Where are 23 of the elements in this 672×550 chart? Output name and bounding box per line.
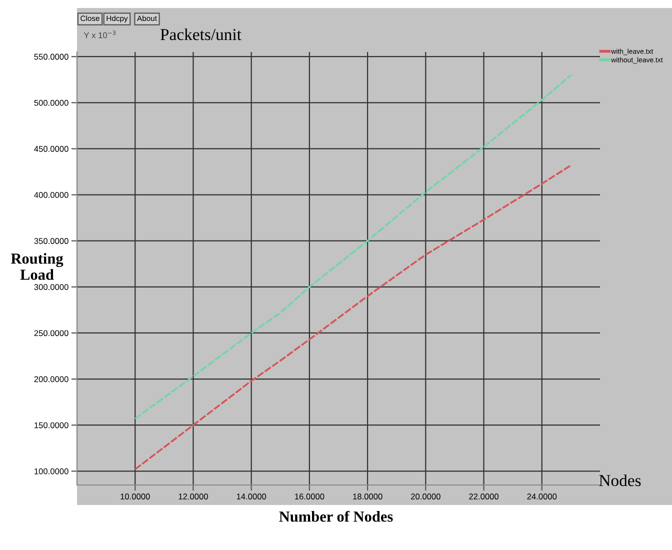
x-tick-label: 10.0000 (120, 494, 150, 500)
y-tick-label: 300.0000 (34, 284, 68, 290)
text: Packets/unit (160, 28, 242, 40)
x-tick-label: 22.0000 (469, 494, 499, 500)
y-tick-label: 500.0000 (34, 100, 68, 106)
text: Y x 10$^{−3}$ (84, 30, 116, 38)
y-tick-label: 450.0000 (34, 146, 68, 152)
y-tick-label: 250.0000 (34, 330, 68, 336)
x-tick-label: 24.0000 (527, 494, 557, 500)
y-tick-label: 200.0000 (34, 376, 68, 382)
x-tick-label: 12.0000 (178, 494, 208, 500)
y-tick-label: 150.0000 (34, 422, 68, 428)
y-axis-title: Routing Load (10, 253, 64, 280)
x-axis-title: Number of Nodes (279, 510, 393, 522)
x-tick-label: 20.0000 (411, 494, 440, 500)
x-tick-label: 18.0000 (353, 494, 382, 500)
annotation: Nodes (599, 474, 641, 486)
y-tick-label: 400.0000 (34, 192, 68, 198)
x-tick-label: 16.0000 (295, 494, 324, 500)
y-tick-label: 350.0000 (34, 238, 68, 244)
y-tick-label: 550.0000 (34, 54, 68, 60)
y-tick-label: 100.0000 (34, 468, 68, 474)
x-tick-label: 14.0000 (236, 494, 266, 500)
